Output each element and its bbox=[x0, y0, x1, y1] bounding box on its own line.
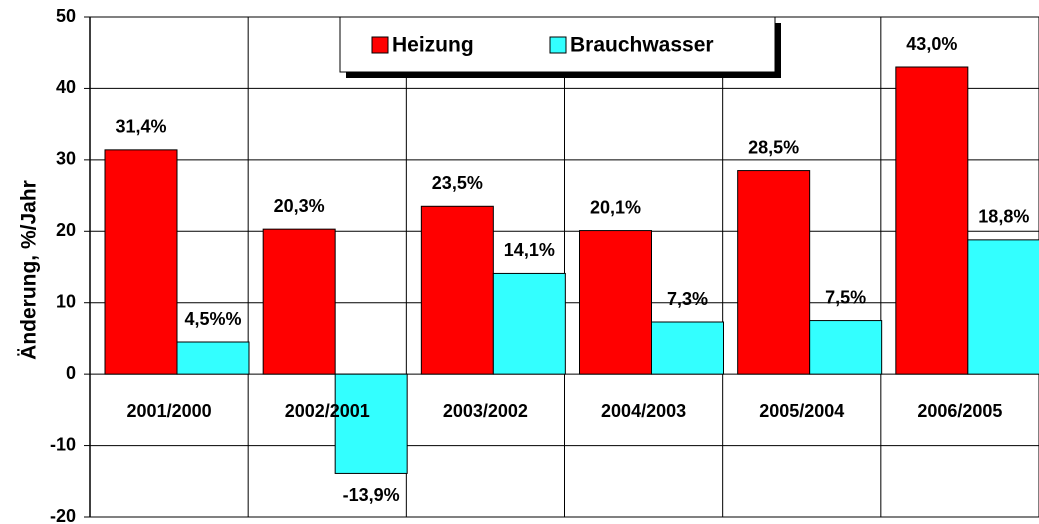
bar bbox=[651, 321, 724, 375]
value-label: 18,8% bbox=[978, 207, 1029, 227]
value-label: 23,5% bbox=[432, 173, 483, 193]
value-label: -13,9% bbox=[343, 485, 400, 505]
value-label: 7,5% bbox=[825, 287, 866, 307]
value-label: 43,0% bbox=[906, 34, 957, 54]
value-label: 31,4% bbox=[115, 117, 166, 137]
y-axis-title: Änderung, %/Jahr bbox=[18, 180, 41, 360]
legend-label: Brauchwasser bbox=[570, 34, 714, 57]
value-label: 7,3% bbox=[667, 289, 708, 309]
bar bbox=[334, 373, 408, 474]
value-label: 4,5%% bbox=[184, 309, 241, 329]
y-tick-label: 30 bbox=[56, 149, 76, 169]
value-label: 20,1% bbox=[590, 197, 641, 217]
bar bbox=[579, 230, 652, 375]
bar bbox=[420, 205, 494, 375]
y-tick-label: -20 bbox=[50, 506, 76, 524]
y-tick-label: 0 bbox=[66, 363, 76, 383]
x-tick-label: 2006/2005 bbox=[917, 401, 1002, 421]
x-tick-label: 2003/2002 bbox=[443, 401, 528, 421]
value-label: 14,1% bbox=[504, 240, 555, 260]
y-tick-label: 50 bbox=[56, 6, 76, 26]
legend-label: Heizung bbox=[392, 34, 474, 57]
x-tick-label: 2005/2004 bbox=[759, 401, 844, 421]
y-tick-label: 20 bbox=[56, 220, 76, 240]
bar bbox=[737, 170, 811, 375]
x-tick-label: 2004/2003 bbox=[601, 401, 686, 421]
bar bbox=[809, 320, 883, 375]
bar bbox=[104, 149, 178, 375]
bar bbox=[967, 239, 1039, 375]
bar bbox=[176, 341, 250, 375]
x-tick-label: 2002/2001 bbox=[285, 401, 370, 421]
x-tick-label: 2001/2000 bbox=[127, 401, 212, 421]
bar bbox=[492, 272, 566, 375]
legend-swatch bbox=[371, 36, 389, 54]
bar bbox=[262, 228, 336, 375]
y-tick-label: -10 bbox=[50, 434, 76, 454]
legend-swatch bbox=[549, 36, 567, 54]
y-tick-label: 40 bbox=[56, 77, 76, 97]
bar bbox=[895, 66, 969, 375]
value-label: 28,5% bbox=[748, 137, 799, 157]
value-label: 20,3% bbox=[274, 196, 325, 216]
y-tick-label: 10 bbox=[56, 291, 76, 311]
